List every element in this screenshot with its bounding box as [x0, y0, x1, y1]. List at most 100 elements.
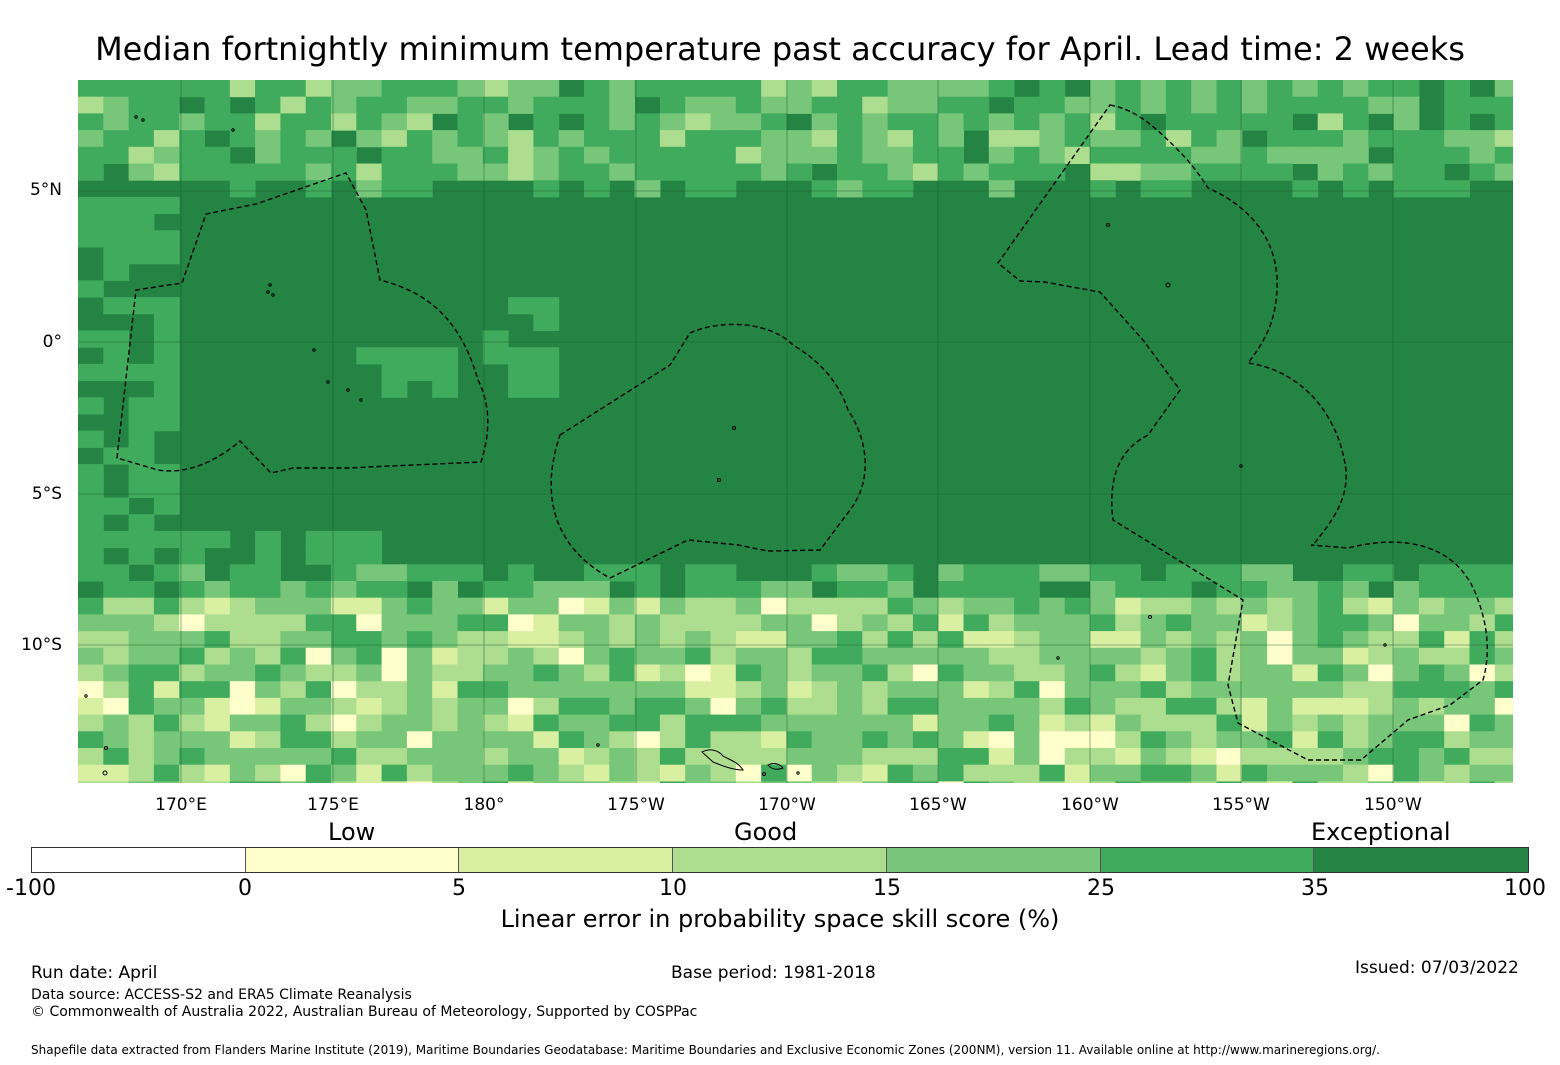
- skill-cell: [710, 130, 737, 148]
- skill-cell: [786, 781, 813, 783]
- skill-cell: [1393, 597, 1420, 615]
- skill-cell: [153, 146, 180, 164]
- skill-cell: [533, 581, 560, 599]
- skill-cell: [584, 697, 610, 716]
- skill-cell: [153, 113, 180, 131]
- skill-cell: [153, 530, 180, 549]
- skill-cell: [153, 631, 180, 649]
- skill-cell: [1165, 581, 1192, 599]
- skill-cell: [305, 714, 332, 732]
- skill-cell: [103, 631, 130, 649]
- skill-cell: [229, 664, 256, 682]
- skill-cell: [1444, 647, 1470, 665]
- skill-cell: [1140, 764, 1167, 782]
- skill-cell: [432, 163, 458, 181]
- skill-cell: [710, 764, 737, 782]
- skill-cell: [255, 581, 281, 599]
- skill-cell: [406, 180, 433, 198]
- skill-cell: [78, 631, 104, 649]
- skill-cell: [887, 681, 914, 699]
- skill-cell: [280, 163, 307, 181]
- skill-cell: [153, 714, 180, 732]
- colorbar-tick: 35: [1301, 876, 1329, 901]
- skill-cell: [912, 163, 939, 181]
- skill-cell: [179, 146, 205, 164]
- skill-cell: [1343, 180, 1369, 198]
- skill-cell: [811, 681, 838, 699]
- skill-cell: [356, 547, 383, 565]
- skill-cell: [128, 363, 155, 382]
- skill-cell: [1090, 597, 1116, 615]
- skill-cell: [78, 731, 104, 749]
- skill-cell: [837, 163, 863, 181]
- skill-cell: [153, 363, 180, 382]
- skill-cell: [988, 731, 1015, 749]
- skill-cell: [710, 714, 737, 732]
- skill-cell: [1115, 647, 1142, 665]
- skill-cell: [1469, 130, 1496, 148]
- skill-cell: [1343, 130, 1369, 148]
- skill-cell: [1368, 614, 1395, 632]
- skill-cell: [558, 130, 585, 148]
- skill-cell: [406, 681, 433, 699]
- skill-cell: [1115, 697, 1142, 716]
- skill-cell: [1039, 764, 1066, 782]
- skill-cell: [963, 163, 990, 181]
- skill-cell: [761, 731, 787, 749]
- skill-cell: [786, 96, 813, 114]
- skill-cell: [229, 614, 256, 632]
- skill-cell: [508, 80, 534, 98]
- skill-cell: [78, 196, 104, 215]
- skill-cell: [78, 464, 104, 482]
- skill-cell: [634, 681, 661, 699]
- skill-cell: [381, 96, 408, 114]
- skill-cell: [533, 113, 560, 131]
- skill-cell: [406, 781, 433, 783]
- skill-cell: [1014, 731, 1040, 749]
- skill-cell: [78, 514, 104, 532]
- colorbar-title: Linear error in probability space skill …: [500, 905, 1060, 933]
- skill-cell: [1191, 647, 1217, 665]
- skill-cell: [381, 80, 408, 98]
- skill-cell: [558, 631, 585, 649]
- run-date: Run date: April: [31, 963, 158, 983]
- skill-cell: [1393, 113, 1420, 131]
- skill-cell: [1418, 163, 1445, 181]
- island-dot: [102, 770, 108, 776]
- skill-cell: [255, 764, 281, 782]
- skill-cell: [128, 397, 155, 415]
- skill-cell: [1469, 597, 1496, 615]
- data-source: Data source: ACCESS-S2 and ERA5 Climate …: [31, 987, 412, 1003]
- skill-cell: [1090, 113, 1116, 131]
- skill-cell: [1444, 180, 1470, 198]
- skill-cell: [1469, 697, 1496, 716]
- skill-cell: [128, 614, 155, 632]
- skill-cell: [584, 597, 610, 615]
- skill-cell: [1393, 631, 1420, 649]
- skill-cell: [1317, 597, 1344, 615]
- colorbar-tick: 10: [659, 876, 687, 901]
- skill-cell: [508, 363, 534, 382]
- skill-cell: [356, 681, 383, 699]
- skill-cell: [457, 764, 484, 782]
- skill-cell: [508, 614, 534, 632]
- skill-cell: [837, 614, 863, 632]
- skill-cell: [988, 781, 1015, 783]
- island-dot: [762, 772, 766, 776]
- skill-cell: [811, 614, 838, 632]
- skill-cell: [381, 597, 408, 615]
- skill-cell: [280, 130, 307, 148]
- skill-cell: [1343, 581, 1369, 599]
- skill-cell: [1241, 714, 1268, 732]
- skill-cell: [128, 697, 155, 716]
- skill-cell: [406, 764, 433, 782]
- skill-cell: [356, 614, 383, 632]
- skill-cell: [153, 96, 180, 114]
- skill-cell: [1140, 180, 1167, 198]
- skill-cell: [1292, 96, 1319, 114]
- skill-cell: [508, 564, 534, 582]
- skill-cell: [1216, 748, 1243, 766]
- skill-cell: [1241, 614, 1268, 632]
- skill-cell: [1292, 631, 1319, 649]
- skill-cell: [1039, 714, 1066, 732]
